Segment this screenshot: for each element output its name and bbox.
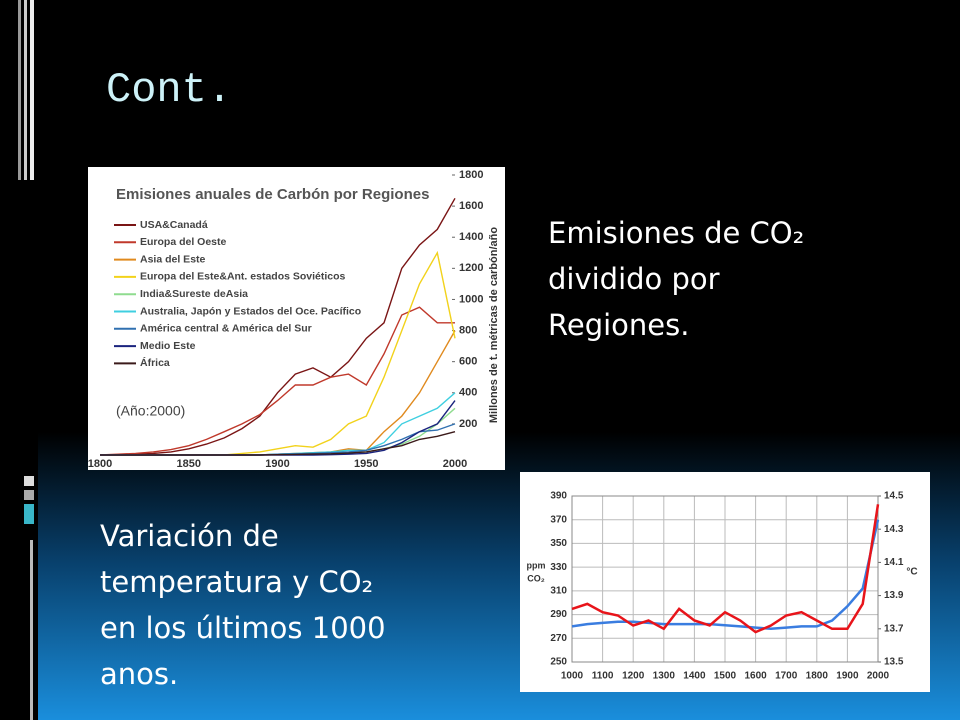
y2-tick-label: 14.5 [884,491,904,502]
deco-line [30,0,34,180]
x-tick-label: 2000 [867,671,890,682]
y-tick-label: 250 [550,657,567,668]
y-tick-label: 1800 [459,169,483,181]
y-tick-label: 200 [459,418,477,430]
annotation: (Año:2000) [116,403,185,419]
y2-tick-label: 13.7 [884,623,904,634]
y-tick-label: 310 [550,585,567,596]
deco-square [24,476,34,486]
y2-tick-label: 13.5 [884,657,904,668]
x-tick-label: 1200 [622,671,645,682]
text-line: Variación de [100,519,279,553]
y-tick-label: 270 [550,633,567,644]
plot-frame [571,495,879,663]
text-line: Regiones. [548,308,690,342]
x-tick-label: 1900 [836,671,859,682]
deco-line [18,0,21,180]
x-tick-label: 1800 [88,458,112,470]
deco-square [24,504,34,524]
y-tick-label: 600 [459,356,477,368]
legend-label: Medio Este [140,340,196,352]
x-tick-label: 1100 [592,671,614,682]
y-tick-label: 1600 [459,200,483,212]
legend-label: Europa del Este&Ant. estados Soviéticos [140,271,346,283]
y-axis-label: ppm [527,560,546,570]
legend-label: Australia, Japón y Estados del Oce. Pací… [140,305,361,317]
x-tick-label: 1950 [354,458,378,470]
chart-title: Emisiones anuales de Carbón por Regiones [116,186,429,203]
x-tick-label: 1500 [714,671,737,682]
x-tick-label: 1850 [177,458,201,470]
legend-label: África [140,356,170,369]
x-tick-label: 1700 [775,671,798,682]
text-block: Variación de temperatura y CO₂ en los úl… [100,513,386,697]
y2-axis-label: °C [906,567,917,578]
series-line [571,519,880,631]
y-tick-label: 1000 [459,293,483,305]
series-line [100,431,456,456]
y-axis-label: CO₂ [527,573,545,583]
x-tick-label: 1800 [806,671,829,682]
text-line: Emisiones de CO₂ [548,216,805,250]
text-block: Emisiones de CO₂ dividido por Regiones. [548,210,804,348]
text-line: en los últimos 1000 [100,611,386,645]
series-line [99,306,455,456]
legend-label: USA&Canadá [140,219,208,231]
y-tick-label: 350 [550,538,567,549]
y-axis-label: Millones de t. métricas de carbón/año [488,227,500,423]
deco-line [30,540,33,720]
x-tick-label: 2000 [443,458,467,470]
y-tick-label: 800 [459,324,477,336]
deco-square [24,490,34,500]
deco-line [24,0,27,180]
y-tick-label: 1200 [459,262,483,274]
text-line: dividido por [548,262,720,296]
x-tick-label: 1900 [265,458,289,470]
y-tick-label: 400 [459,387,477,399]
y2-tick-label: 14.3 [884,524,904,535]
y-tick-label: 370 [550,514,567,525]
x-tick-label: 1600 [744,671,767,682]
x-tick-label: 1400 [683,671,706,682]
y2-tick-label: 14.1 [884,557,904,568]
y-tick-label: 330 [550,562,567,573]
legend-label: India&Sureste deAsia [140,288,248,300]
y-tick-label: 390 [550,491,567,502]
series-line [571,504,880,634]
y-tick-label: 1400 [459,231,483,243]
text-line: anos. [100,657,179,691]
legend-label: Europa del Oeste [140,236,227,248]
legend-label: Asia del Este [140,253,206,265]
series-line [99,197,456,456]
text-line: temperatura y CO₂ [100,565,374,599]
y2-tick-label: 13.9 [884,590,904,601]
y-tick-label: 290 [550,609,567,620]
x-tick-label: 1000 [561,671,584,682]
legend-label: América central & América del Sur [140,323,312,335]
chart-frame [88,167,505,470]
x-tick-label: 1300 [653,671,676,682]
slide-title: Cont. [106,66,233,114]
